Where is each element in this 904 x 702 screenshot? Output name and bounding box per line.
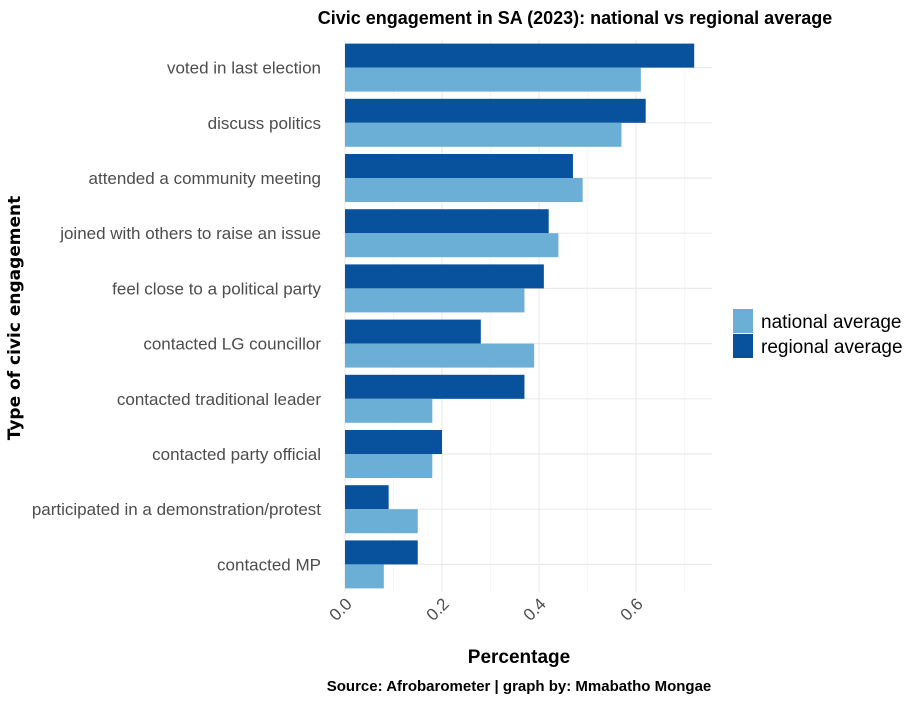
x-tick-label: 0.4	[520, 594, 550, 624]
x-axis-title: Percentage	[468, 647, 570, 668]
legend-swatch	[733, 309, 753, 333]
category-label: contacted traditional leader	[117, 390, 321, 409]
category-label: feel close to a political party	[112, 279, 321, 298]
bar-national-average	[345, 288, 525, 313]
bar-regional-average	[345, 43, 695, 68]
x-tick-label: 0.2	[423, 594, 453, 624]
category-labels: voted in last election discuss politics at…	[32, 59, 322, 575]
legend-swatch	[733, 334, 753, 358]
bar-national-average	[345, 233, 559, 258]
bar-regional-average	[345, 319, 481, 344]
category-label: discuss politics	[208, 114, 321, 133]
bar-regional-average	[345, 540, 418, 565]
bar-national-average	[345, 509, 418, 534]
x-tick-label: 0.6	[617, 594, 647, 624]
bar-regional-average	[345, 430, 442, 454]
caption: Source: Afrobarometer | graph by: Mmabat…	[327, 678, 712, 695]
y-axis-title: Type of civic engagement	[5, 196, 25, 441]
bars	[345, 43, 695, 589]
bar-regional-average	[345, 154, 573, 178]
bar-regional-average	[345, 374, 525, 399]
category-label: participated in a demonstration/protest	[32, 500, 321, 519]
bar-national-average	[345, 454, 433, 478]
category-label: contacted LG councillor	[143, 335, 321, 354]
bar-regional-average	[345, 98, 646, 123]
bar-national-average	[345, 178, 583, 202]
legend-label: regional average	[761, 337, 903, 358]
category-label: voted in last election	[167, 59, 321, 78]
bar-national-average	[345, 564, 384, 589]
chart-title: Civic engagement in SA (2023): national …	[318, 8, 833, 28]
bar-regional-average	[345, 209, 549, 234]
category-label: joined with others to raise an issue	[59, 224, 321, 243]
bar-national-average	[345, 122, 622, 147]
bar-regional-average	[345, 264, 544, 289]
bar-national-average	[345, 67, 641, 92]
x-tick-labels: 0.0 0.2 0.4 0.6	[326, 594, 647, 624]
x-tick-label: 0.0	[326, 594, 356, 624]
category-label: contacted party official	[152, 445, 321, 464]
legend: national average regional average	[733, 309, 903, 358]
category-label: attended a community meeting	[89, 169, 321, 188]
bar-national-average	[345, 398, 433, 423]
category-label: contacted MP	[217, 555, 321, 574]
bar-national-average	[345, 343, 535, 368]
bar-regional-average	[345, 485, 389, 510]
legend-label: national average	[761, 312, 902, 333]
